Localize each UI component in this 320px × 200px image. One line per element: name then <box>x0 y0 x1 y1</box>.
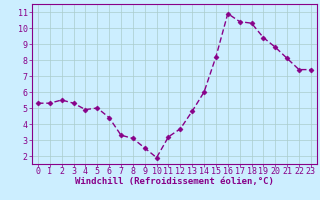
X-axis label: Windchill (Refroidissement éolien,°C): Windchill (Refroidissement éolien,°C) <box>75 177 274 186</box>
